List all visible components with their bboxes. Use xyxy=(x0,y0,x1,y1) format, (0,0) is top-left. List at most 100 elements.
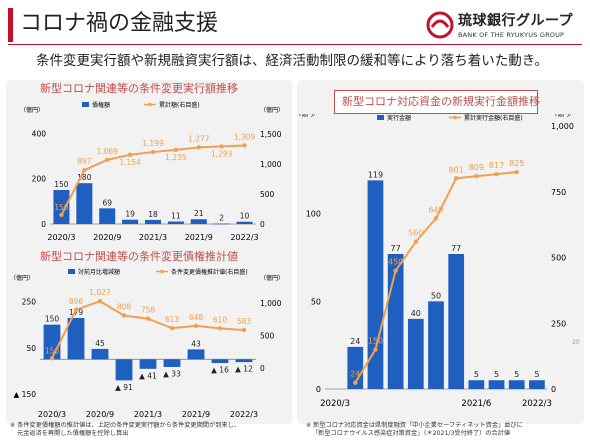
chart2-svg: （億円） （億円） 対前月比増減額 条件変更債権推計値(右目盛) ▲ 150 50 250 0… xyxy=(10,268,284,419)
chart3-bar-label: 119 xyxy=(368,170,383,179)
chart2-line-point xyxy=(97,299,103,304)
chart1-legend-line-label: 累計額(右目盛) xyxy=(159,101,200,109)
chart3-line-label: 801 xyxy=(449,165,464,174)
chart3-legend-line-marker xyxy=(453,115,457,120)
page-number: 20 xyxy=(572,339,580,346)
chart2-line-label: 1,027 xyxy=(89,288,111,297)
chart1-bar xyxy=(53,190,70,224)
chart1-bar-label: 10 xyxy=(240,212,250,221)
header-divider xyxy=(8,44,582,45)
chart3-xtick: 2021/6 xyxy=(461,399,491,409)
chart3-bar-label: 5 xyxy=(514,370,519,379)
chart2-bar xyxy=(211,359,229,364)
chart1-line-label: 1,069 xyxy=(96,147,118,156)
chart2-line-label: 150 xyxy=(45,346,60,355)
brand-logo: 琉球銀行グループ BANK OF THE RYUKYUS GROUP xyxy=(426,9,586,45)
chart3-line-point xyxy=(353,380,358,385)
chart3-line-label: 649 xyxy=(428,205,443,214)
chart1-bar xyxy=(213,223,230,225)
chart1-line-point xyxy=(105,157,110,163)
chart2-bar-label: ▲ 91 xyxy=(115,383,133,392)
chart3-xtick: 2022/3 xyxy=(522,399,552,409)
chart1-ytick-right: 0 xyxy=(260,220,265,229)
chart2-line-label: 610 xyxy=(213,315,228,324)
chart1-bar xyxy=(99,208,116,224)
chart2-legend-bar-label: 対前月比増減額 xyxy=(78,268,120,276)
chart2-bar xyxy=(67,317,85,360)
left-note-line-2: 元金返済を再開した債権額を控除し算出 xyxy=(17,430,129,437)
chart3-ytick-right: 250 xyxy=(551,319,566,328)
chart1-ytick-right: 500 xyxy=(260,190,275,199)
chart3-svg: （億円） （億円） 実行金額 累計実行金額(右目盛) 0 50 100 0 250 500 750 1… xyxy=(297,114,575,409)
chart1-bar xyxy=(190,219,207,224)
right-note-line-2: 「新型コロナウイルス感染症対策資金」（＊2021/3受付終了）の合計値 xyxy=(312,430,511,437)
chart3-line-point xyxy=(514,169,519,175)
chart1-bar-label: 150 xyxy=(54,180,69,189)
title-accent-bar xyxy=(8,8,13,42)
chart3-legend-bar-swatch xyxy=(377,115,384,120)
chart1-xtick: 2022/3 xyxy=(230,233,258,242)
chart1-line-label: 1,277 xyxy=(188,134,210,143)
chart2-bar-label: 43 xyxy=(191,339,201,348)
chart3-ytick-left: 0 xyxy=(316,385,321,394)
chart2-line-label: 808 xyxy=(117,302,132,311)
chart3-line-point xyxy=(373,347,378,352)
chart2-ytick-left: 50 xyxy=(26,344,36,353)
chart3-line-point xyxy=(393,268,398,273)
chart2-bar-label: 45 xyxy=(95,339,105,348)
chart3-bar-label: 40 xyxy=(411,309,421,318)
chart2-xtick: 2020/9 xyxy=(86,410,114,419)
chart1-line-label: 1,235 xyxy=(165,153,187,162)
chart1-legend-line-marker xyxy=(148,102,152,107)
chart2-ytick-right: 1,000 xyxy=(260,299,282,308)
chart2-legend-line-marker xyxy=(160,269,164,274)
chart1-bar-label: 18 xyxy=(148,210,158,219)
chart3-bar-label: 50 xyxy=(431,291,441,300)
chart1-bar xyxy=(236,221,253,224)
chart2-legend-line-label: 条件変更債権推計値(右目盛) xyxy=(171,268,248,276)
chart3-line-label: 809 xyxy=(469,163,484,172)
chart3-bar xyxy=(407,318,424,389)
page-title: コロナ禍の金融支援 xyxy=(20,11,219,36)
chart1-svg: （億円） （億円） 債権額 累計額(右目盛) 0 200 400 0 500 1,000 1,500… xyxy=(20,101,284,242)
chart1-line-point xyxy=(196,145,201,150)
chart2-line-point xyxy=(49,356,55,361)
chart2-line-point xyxy=(73,307,79,312)
chart1-line-label: 897 xyxy=(77,157,92,166)
chart3-bar-label: 5 xyxy=(534,370,539,379)
chart2-ytick-left: 250 xyxy=(22,298,37,307)
chart1-bar-label: 11 xyxy=(171,212,181,221)
chart1-line-point xyxy=(219,144,224,149)
chart3-line-point xyxy=(474,174,479,179)
chart3-title: 新型コロナ対応資金の新規実行金額推移 xyxy=(342,95,540,108)
chart1-bar-label: 180 xyxy=(77,173,92,182)
chart3-bar-label: 5 xyxy=(474,370,479,379)
chart2-title: 新型コロナ関連等の条件変更債権推計値 xyxy=(40,250,238,263)
chart1-line-point xyxy=(59,212,64,218)
brand-name: 琉球銀行グループ xyxy=(458,13,574,29)
chart1-ytick-left: 0 xyxy=(41,220,46,229)
chart3-left-unit: （億円） xyxy=(297,114,319,118)
chart1-legend-bar-label: 債権額 xyxy=(92,101,110,109)
chart1-bar-label: 2 xyxy=(219,214,224,223)
chart2-line-label: 583 xyxy=(237,317,252,326)
chart2-bar-label: ▲ 12 xyxy=(235,365,253,374)
chart1-bar xyxy=(144,219,162,224)
chart2-bar xyxy=(91,348,109,360)
chart2-bar-label: 150 xyxy=(45,315,60,324)
chart1-line-label: 1,199 xyxy=(142,139,164,148)
headline: 条件変更実行額や新規融資実行額は、経済活動制限の緩和等により落ち着いた動き。 xyxy=(36,53,549,69)
chart1-bar-label: 19 xyxy=(125,210,135,219)
chart3-title-box xyxy=(334,90,538,114)
chart2-bar xyxy=(115,359,133,381)
chart2-right-unit: （億円） xyxy=(260,274,284,282)
chart1-xtick: 2020/9 xyxy=(93,233,121,242)
chart3-ytick-right: 0 xyxy=(551,385,556,394)
chart2-xtick: 2022/3 xyxy=(230,410,258,419)
chart2-bar xyxy=(235,359,253,363)
brand-english-name: BANK OF THE RYUKYUS GROUP xyxy=(458,31,565,39)
chart3-bar-label: 24 xyxy=(350,337,360,346)
chart2-xtick: 2021/9 xyxy=(182,410,210,419)
chart3-line-label: 825 xyxy=(509,159,524,168)
chart3-ytick-left: 100 xyxy=(306,210,321,219)
